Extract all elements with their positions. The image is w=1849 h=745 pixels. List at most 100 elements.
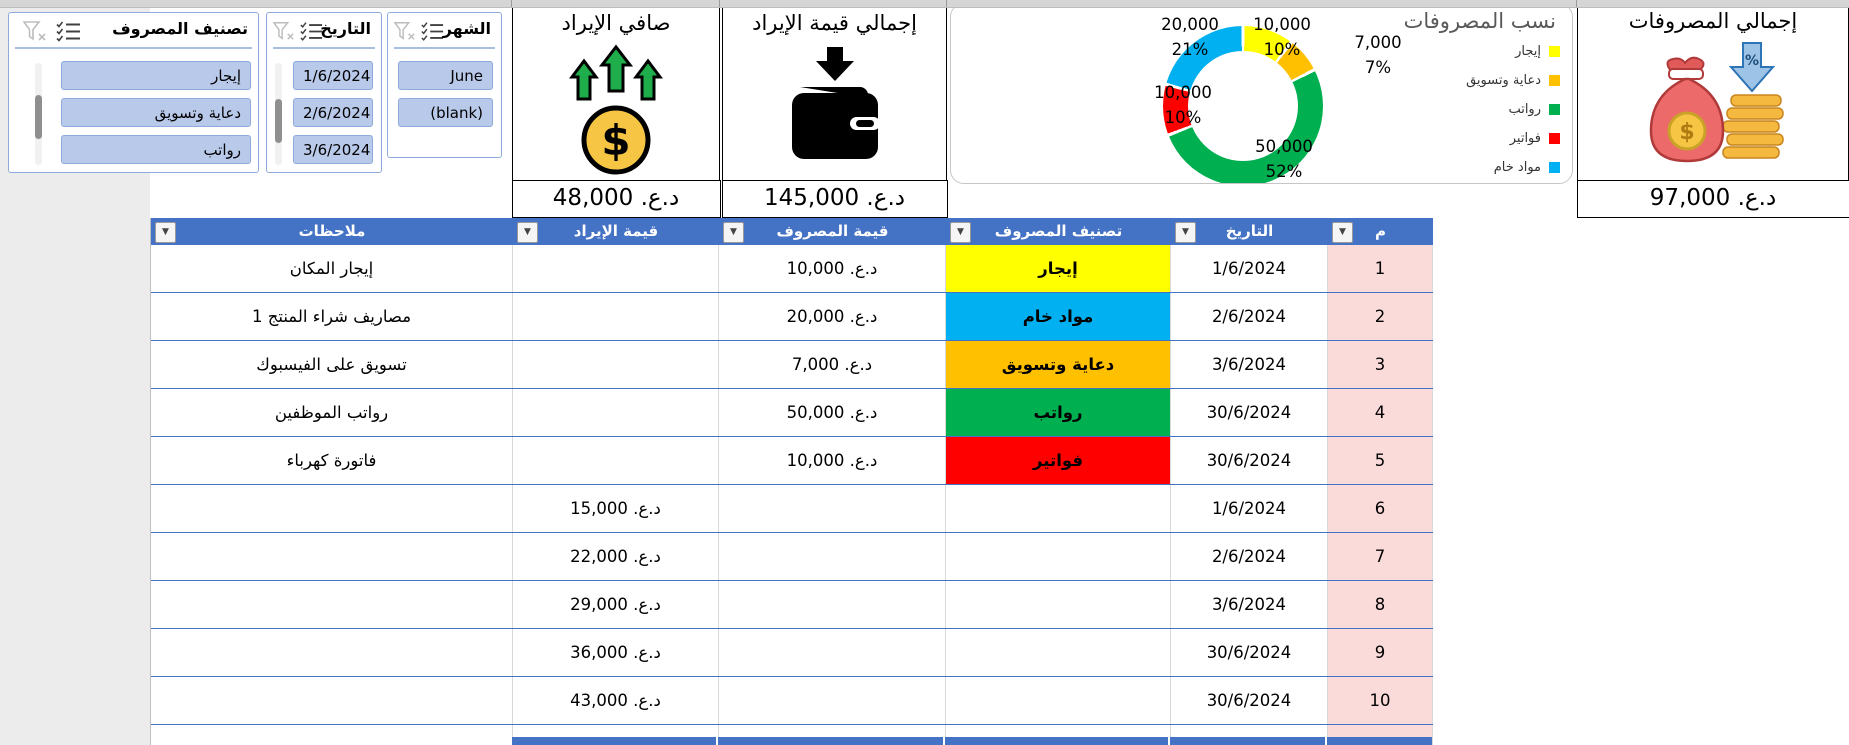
slicer-item[interactable]: 2/6/2024 [293,98,373,127]
notes-cell[interactable]: رواتب الموظفين [151,389,513,436]
slicer-item[interactable]: June [398,61,493,90]
expense-ratio-chart-card: نسب المصروفات 10,000 10% 7,000 7% 50,000 52… [950,3,1573,184]
header-revenue: ▼ قيمة الإيراد [513,218,719,245]
category-cell[interactable]: مواد خام [946,293,1171,340]
revenue-cell[interactable] [513,341,719,388]
category-cell[interactable] [946,725,1171,745]
num-cell[interactable]: 3 [1328,341,1433,388]
notes-cell[interactable]: تسويق على الفيسبوك [151,341,513,388]
num-cell[interactable]: 8 [1328,581,1433,628]
notes-cell[interactable]: إيجار المكان [151,245,513,292]
notes-cell[interactable] [151,581,513,628]
revenue-cell[interactable]: د.ع. 22,000 [513,533,719,580]
num-cell[interactable]: 5 [1328,437,1433,484]
expense-cell[interactable]: د.ع. 10,000 [719,437,946,484]
revenue-cell[interactable] [513,245,719,292]
num-cell[interactable]: 4 [1328,389,1433,436]
notes-cell[interactable] [151,629,513,676]
svg-text:%: % [1745,53,1759,69]
slicer-item[interactable]: (blank) [398,98,493,127]
slicer-title: التاريخ [320,19,371,38]
expense-cell[interactable] [719,725,946,745]
category-cell[interactable] [946,677,1171,724]
expense-cell[interactable] [719,533,946,580]
category-cell[interactable] [946,629,1171,676]
expense-cell[interactable] [719,677,946,724]
category-cell[interactable]: فواتير [946,437,1171,484]
date-cell[interactable]: 3/6/2024 [1171,581,1328,628]
legend-swatch [1549,162,1560,173]
revenue-cell[interactable]: د.ع. 36,000 [513,629,719,676]
num-cell[interactable]: 1 [1328,245,1433,292]
filter-dropdown-icon[interactable]: ▼ [1175,222,1196,243]
notes-cell[interactable]: فاتورة كهرباء [151,437,513,484]
date-cell[interactable]: 2/6/2024 [1171,533,1328,580]
revenue-cell[interactable] [513,389,719,436]
filter-dropdown-icon[interactable]: ▼ [950,222,971,243]
expense-cell[interactable]: د.ع. 10,000 [719,245,946,292]
slicer-item[interactable]: 1/6/2024 [293,61,373,90]
clear-filter-icon[interactable] [272,21,295,46]
category-cell[interactable]: إيجار [946,245,1171,292]
slicer-item[interactable]: دعاية وتسويق [61,98,251,127]
multi-select-icon[interactable] [420,21,444,46]
category-cell[interactable] [946,581,1171,628]
date-cell[interactable]: 1/6/2024 [1171,245,1328,292]
notes-cell[interactable] [151,533,513,580]
category-cell[interactable]: دعاية وتسويق [946,341,1171,388]
date-cell[interactable]: 30/6/2024 [1171,389,1328,436]
clear-filter-icon[interactable] [22,21,47,46]
num-cell[interactable]: 7 [1328,533,1433,580]
slicer-item[interactable]: 3/6/2024 [293,135,373,164]
notes-cell[interactable]: مصاريف شراء المنتج 1 [151,293,513,340]
net-revenue-value: د.ع. 48,000 [511,179,721,218]
num-cell[interactable]: 6 [1328,485,1433,532]
date-cell[interactable]: 30/6/2024 [1171,437,1328,484]
date-cell[interactable] [1171,725,1328,745]
donut-hole [1188,51,1298,161]
slicer-scrollbar[interactable] [35,63,42,165]
filter-dropdown-icon[interactable]: ▼ [1332,222,1353,243]
expense-cell[interactable]: د.ع. 20,000 [719,293,946,340]
date-cell[interactable]: 30/6/2024 [1171,677,1328,724]
filter-dropdown-icon[interactable]: ▼ [517,222,538,243]
donut-chart[interactable] [1163,26,1323,183]
clear-filter-icon[interactable] [393,21,416,46]
num-cell[interactable]: 9 [1328,629,1433,676]
revenue-cell[interactable] [513,437,719,484]
revenue-cell[interactable] [513,293,719,340]
num-cell[interactable]: 2 [1328,293,1433,340]
notes-cell[interactable] [151,485,513,532]
slicer-item[interactable]: إيجار [61,61,251,90]
category-cell[interactable] [946,533,1171,580]
filter-dropdown-icon[interactable]: ▼ [155,222,176,243]
expense-cell[interactable]: د.ع. 7,000 [719,341,946,388]
slicer-divider [273,47,375,49]
expense-cell[interactable]: د.ع. 50,000 [719,389,946,436]
slicer-item[interactable]: رواتب [61,135,251,164]
category-cell[interactable]: رواتب [946,389,1171,436]
revenue-cell[interactable] [513,725,719,745]
date-cell[interactable]: 30/6/2024 [1171,629,1328,676]
filter-dropdown-icon[interactable]: ▼ [723,222,744,243]
expense-cell[interactable] [719,485,946,532]
expense-cell[interactable] [719,581,946,628]
num-cell[interactable]: 10 [1328,677,1433,724]
expense-cell[interactable] [719,629,946,676]
next-header-row-sliver [512,737,1432,745]
date-cell[interactable]: 3/6/2024 [1171,341,1328,388]
date-cell[interactable]: 2/6/2024 [1171,293,1328,340]
revenue-cell[interactable]: د.ع. 29,000 [513,581,719,628]
multi-select-icon[interactable] [55,21,81,46]
notes-cell[interactable] [151,725,513,745]
table-row: د.ع. 29,000 3/6/2024 8 [151,581,1433,629]
slicer-scrollbar[interactable] [275,63,282,165]
slicer-divider [15,47,252,49]
date-cell[interactable]: 1/6/2024 [1171,485,1328,532]
revenue-cell[interactable]: د.ع. 43,000 [513,677,719,724]
category-cell[interactable] [946,485,1171,532]
notes-cell[interactable] [151,677,513,724]
revenue-cell[interactable]: د.ع. 15,000 [513,485,719,532]
multi-select-icon[interactable] [299,21,323,46]
table-row: تسويق على الفيسبوك د.ع. 7,000 دعاية وتسو… [151,341,1433,389]
